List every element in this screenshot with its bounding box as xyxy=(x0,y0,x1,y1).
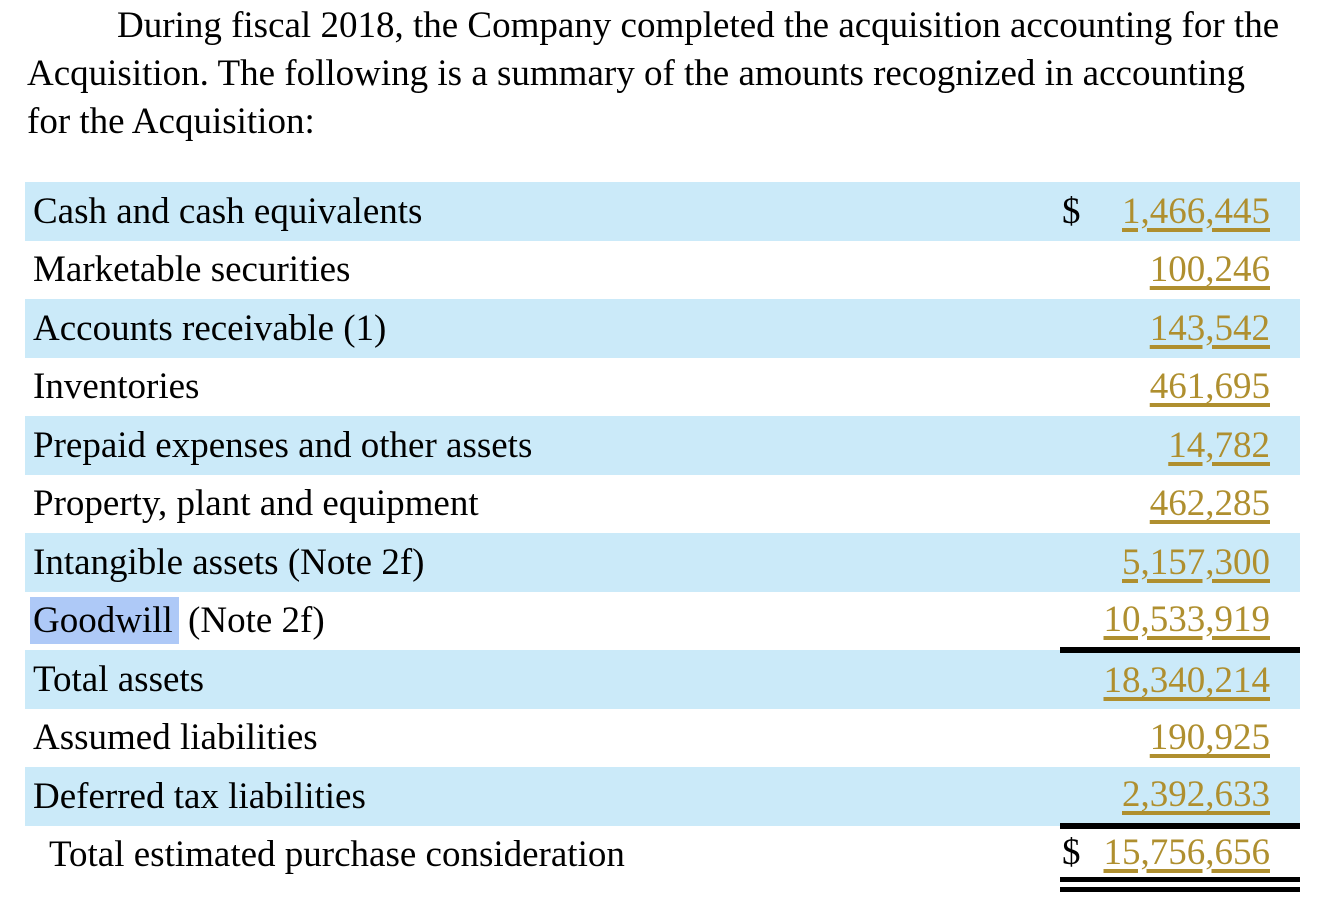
value-wrap: 461,695 xyxy=(1060,365,1300,408)
value-link[interactable]: 100,246 xyxy=(1149,249,1270,291)
row-label: Property, plant and equipment xyxy=(25,475,1060,534)
value-link[interactable]: 10,533,919 xyxy=(1103,598,1271,640)
value-link[interactable]: 190,925 xyxy=(1149,717,1270,759)
table-row: Intangible assets (Note 2f) 5,157,300 xyxy=(25,533,1300,592)
row-value-cell: 462,285 xyxy=(1060,475,1300,534)
row-value-cell: 143,542 xyxy=(1060,299,1300,358)
row-label-text: Cash and cash equivalents xyxy=(33,190,423,232)
row-label: Assumed liabilities xyxy=(25,709,1060,768)
value-wrap: 2,392,633 xyxy=(1060,773,1300,816)
search-highlight: Goodwill xyxy=(30,597,179,645)
row-label-text: Prepaid expenses and other assets xyxy=(33,424,533,466)
row-value-cell: 14,782 xyxy=(1060,416,1300,475)
row-label-text: Accounts receivable (1) xyxy=(33,307,387,349)
row-label-text: Marketable securities xyxy=(33,249,351,291)
table-row: Cash and cash equivalents $ 1,466,445 xyxy=(25,182,1300,241)
table-row: Total assets 18,340,214 xyxy=(25,647,1300,709)
value-wrap: 100,246 xyxy=(1060,248,1300,291)
row-label: Total assets xyxy=(25,650,1060,709)
value-link[interactable]: 15,756,656 xyxy=(1103,832,1271,873)
intro-paragraph: During fiscal 2018, the Company complete… xyxy=(27,5,1280,142)
row-value-cell: 190,925 xyxy=(1060,709,1300,768)
value-wrap: 18,340,214 xyxy=(1060,659,1300,702)
value-wrap: 190,925 xyxy=(1060,716,1300,759)
row-value-cell: 18,340,214 xyxy=(1060,647,1300,709)
row-label-text: (Note 2f) xyxy=(178,600,325,642)
table-row: Accounts receivable (1) 143,542 xyxy=(25,299,1300,358)
value-wrap: 10,533,919 xyxy=(1060,598,1300,641)
row-label-text: Total assets xyxy=(33,658,205,700)
value-wrap: 14,782 xyxy=(1060,424,1300,467)
row-value-cell: 2,392,633 xyxy=(1060,767,1300,826)
row-label: Intangible assets (Note 2f) xyxy=(25,533,1060,592)
value-link[interactable]: 461,695 xyxy=(1149,366,1270,408)
currency-symbol: $ xyxy=(1062,832,1081,873)
value-link[interactable]: 2,392,633 xyxy=(1122,774,1270,816)
table-row: Marketable securities 100,246 xyxy=(25,241,1300,300)
row-label: Accounts receivable (1) xyxy=(25,299,1060,358)
table-row: Property, plant and equipment 462,285 xyxy=(25,475,1300,534)
table-row: Goodwill (Note 2f) 10,533,919 xyxy=(25,592,1300,651)
value-wrap: $ 1,466,445 xyxy=(1060,190,1300,233)
value-wrap: $ 15,756,656 xyxy=(1060,831,1300,874)
row-value-cell: $ 1,466,445 xyxy=(1060,182,1300,241)
value-link[interactable]: 5,157,300 xyxy=(1122,541,1270,583)
row-label: Marketable securities xyxy=(25,241,1060,300)
row-label-text: Property, plant and equipment xyxy=(33,483,479,525)
currency-symbol: $ xyxy=(1062,190,1081,232)
acquisition-summary-table: Cash and cash equivalents $ 1,466,445 Ma… xyxy=(25,182,1300,892)
row-value-cell: 10,533,919 xyxy=(1060,592,1300,651)
table-row: Prepaid expenses and other assets 14,782 xyxy=(25,416,1300,475)
row-label-text: Assumed liabilities xyxy=(33,717,318,759)
row-label: Goodwill (Note 2f) xyxy=(25,592,1060,651)
value-wrap: 462,285 xyxy=(1060,482,1300,525)
table-row: Inventories 461,695 xyxy=(25,358,1300,417)
row-label-text: Inventories xyxy=(33,366,200,408)
row-label-text: Total estimated purchase consideration xyxy=(49,834,625,876)
acquisition-table-body: Cash and cash equivalents $ 1,466,445 Ma… xyxy=(25,182,1300,892)
row-label-text: Deferred tax liabilities xyxy=(33,775,366,817)
value-wrap: 143,542 xyxy=(1060,307,1300,350)
table-row: Deferred tax liabilities 2,392,633 xyxy=(25,767,1300,826)
value-link[interactable]: 18,340,214 xyxy=(1103,660,1271,702)
value-link[interactable]: 1,466,445 xyxy=(1122,190,1270,232)
value-link[interactable]: 462,285 xyxy=(1149,483,1270,525)
row-label-text: Intangible assets (Note 2f) xyxy=(33,541,425,583)
row-label: Deferred tax liabilities xyxy=(25,767,1060,826)
row-label: Inventories xyxy=(25,358,1060,417)
value-link[interactable]: 14,782 xyxy=(1168,424,1270,466)
table-row: Assumed liabilities 190,925 xyxy=(25,709,1300,768)
value-wrap: 5,157,300 xyxy=(1060,541,1300,584)
table-row: Total estimated purchase consideration $… xyxy=(25,822,1300,892)
document-page: During fiscal 2018, the Company complete… xyxy=(25,5,1300,892)
value-link[interactable]: 143,542 xyxy=(1149,307,1270,349)
row-value-cell: 100,246 xyxy=(1060,241,1300,300)
row-label: Cash and cash equivalents xyxy=(25,182,1060,241)
row-value-cell: $ 15,756,656 xyxy=(1060,822,1300,892)
row-label: Total estimated purchase consideration xyxy=(25,826,1060,885)
row-label: Prepaid expenses and other assets xyxy=(25,416,1060,475)
row-value-cell: 461,695 xyxy=(1060,358,1300,417)
row-value-cell: 5,157,300 xyxy=(1060,533,1300,592)
